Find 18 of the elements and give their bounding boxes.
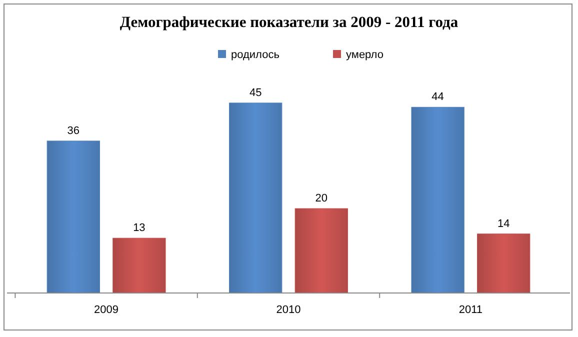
bar	[46, 140, 100, 294]
bar	[112, 238, 166, 294]
data-label: 13	[133, 222, 146, 234]
legend-label: родилось	[231, 49, 280, 61]
x-tick-label: 2009	[94, 304, 119, 316]
legend-label: умерло	[346, 49, 384, 61]
chart-title: Демографические показатели за 2009 - 2011 года	[120, 14, 458, 31]
data-label: 14	[497, 218, 510, 230]
bar	[229, 102, 282, 294]
bar	[294, 208, 348, 294]
bar	[411, 106, 464, 294]
x-tick-label: 2011	[458, 304, 483, 316]
data-label: 36	[67, 124, 80, 137]
data-label: 20	[315, 192, 328, 205]
x-tick-label: 2010	[276, 304, 301, 316]
data-label: 45	[249, 86, 262, 99]
data-label: 44	[432, 91, 444, 104]
bar	[477, 234, 530, 294]
